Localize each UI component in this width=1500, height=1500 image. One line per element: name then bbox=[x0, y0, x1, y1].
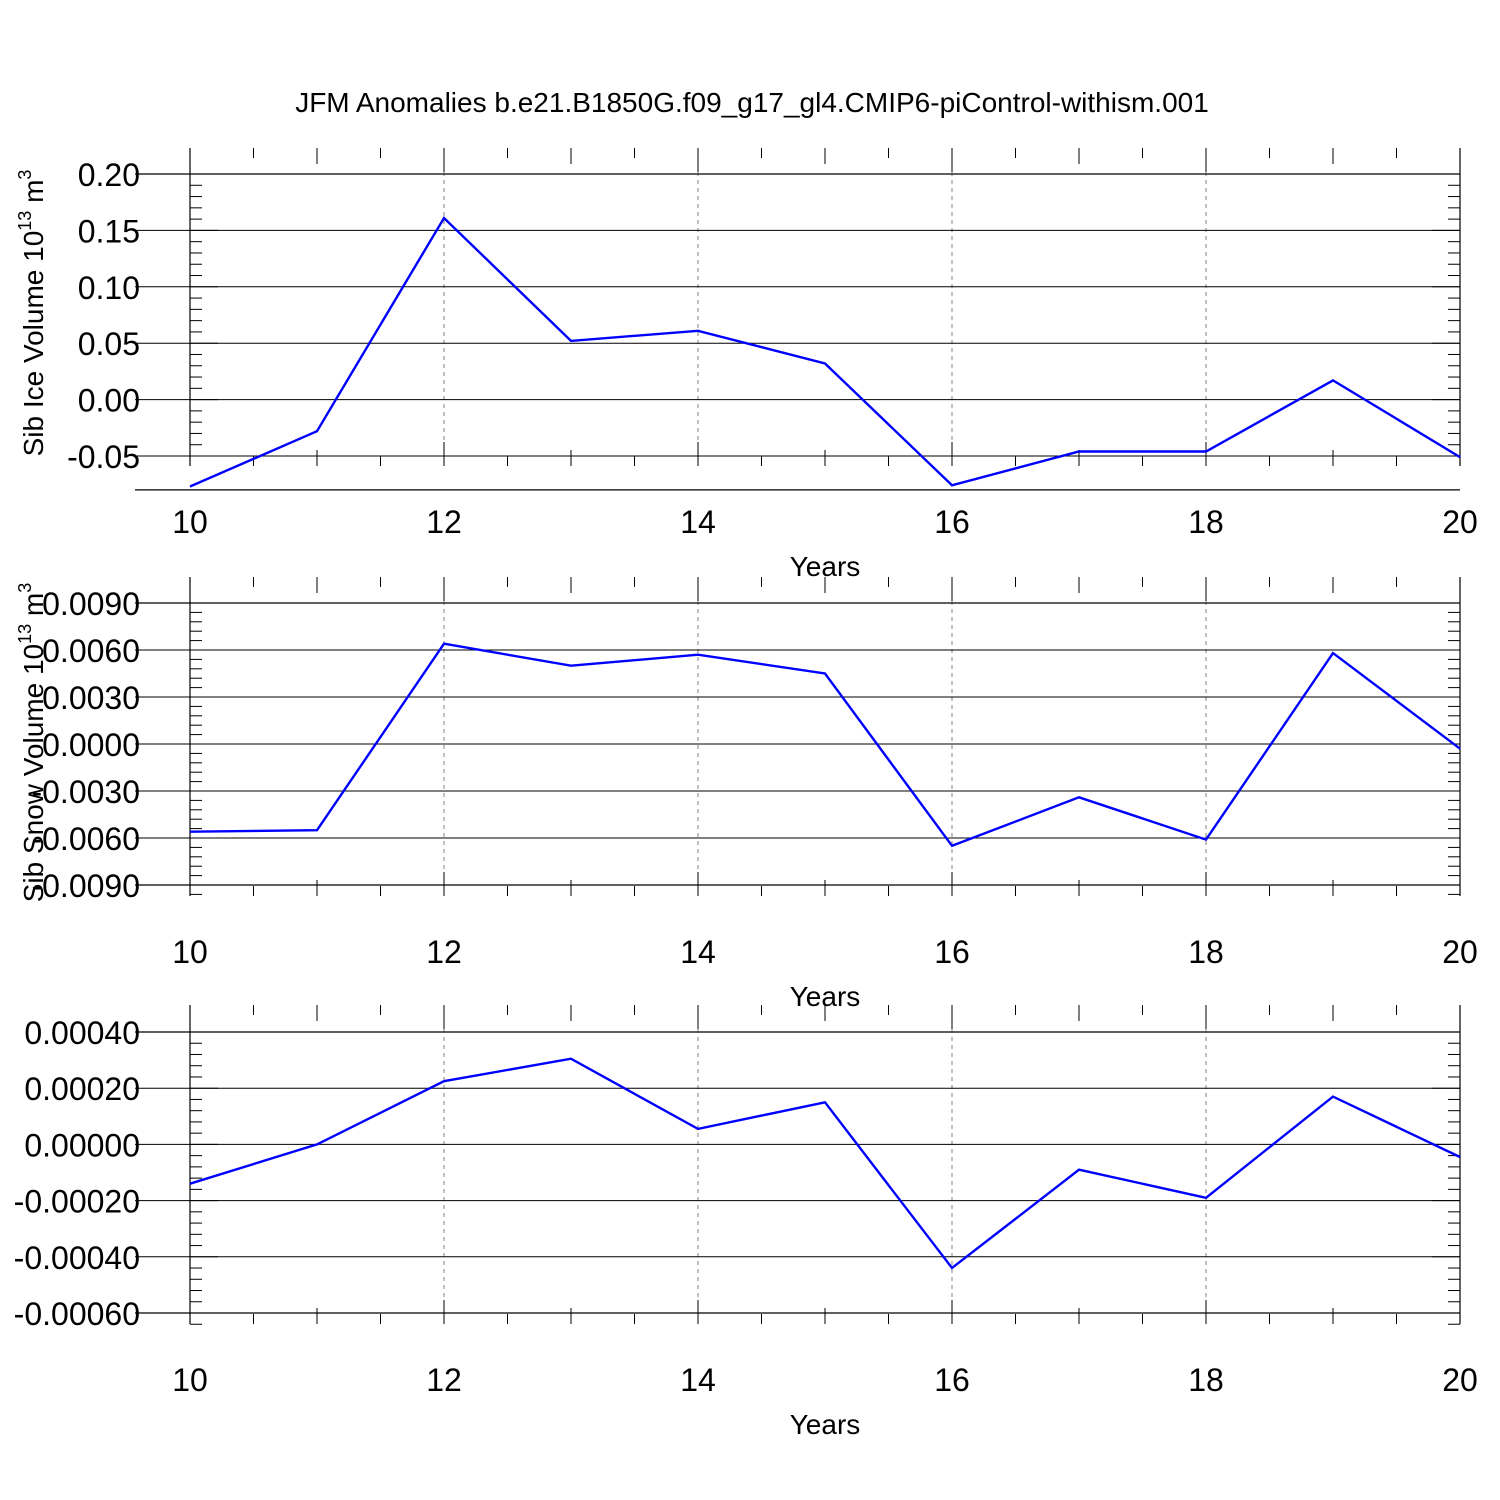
x-tick-label: 16 bbox=[934, 504, 970, 540]
y-tick-label: -0.05 bbox=[67, 439, 140, 475]
x-tick-label: 16 bbox=[934, 934, 970, 970]
y-axis-label-main: Sib Snow Volume 10 bbox=[18, 644, 49, 902]
chart-panel-3: -0.00060 -0.00040 -0.00020 0.00000 0.00020 0.… bbox=[14, 1005, 1478, 1440]
y-axis-label-main: Sib Ice Volume 10 bbox=[18, 231, 49, 457]
y-tick-label: 0.15 bbox=[78, 213, 140, 249]
y-tick-label: -0.00060 bbox=[14, 1296, 140, 1332]
y-tick-label: 0.0090 bbox=[42, 586, 140, 622]
data-line bbox=[189, 642, 1461, 848]
y-tick-label: -0.00020 bbox=[14, 1184, 140, 1220]
x-tick-label: 14 bbox=[680, 504, 716, 540]
x-tick-label: 10 bbox=[172, 934, 208, 970]
x-tick-label: 18 bbox=[1188, 504, 1224, 540]
x-tick-label: 14 bbox=[680, 1362, 716, 1398]
y-tick-label: 0.10 bbox=[78, 270, 140, 306]
y-axis-label-exponent: 13 bbox=[15, 624, 35, 644]
x-tick-label: 10 bbox=[172, 504, 208, 540]
y-axis-label-unit-exponent: 3 bbox=[15, 170, 35, 180]
x-tick-label: 12 bbox=[426, 934, 462, 970]
y-tick-label: 0.0060 bbox=[42, 633, 140, 669]
x-tick-label: 14 bbox=[680, 934, 716, 970]
data-line bbox=[189, 1057, 1461, 1270]
y-tick-label: -0.0090 bbox=[31, 868, 140, 904]
x-axis-label: Years bbox=[790, 551, 861, 582]
x-tick-label: 16 bbox=[934, 1362, 970, 1398]
x-tick-label: 20 bbox=[1442, 504, 1478, 540]
x-tick-label: 18 bbox=[1188, 1362, 1224, 1398]
y-axis-label-unit-exponent: 3 bbox=[15, 583, 35, 593]
data-line bbox=[189, 216, 1461, 488]
x-axis-label: Years bbox=[790, 1409, 861, 1440]
y-axis-label-unit: m bbox=[18, 593, 49, 624]
y-tick-label: 0.00 bbox=[78, 383, 140, 419]
y-axis-label: Sib Ice Volume 1013 m3 bbox=[15, 170, 49, 457]
y-tick-label: 0.0030 bbox=[42, 680, 140, 716]
y-tick-label: 0.00000 bbox=[24, 1127, 140, 1163]
x-tick-label: 10 bbox=[172, 1362, 208, 1398]
figure-title: JFM Anomalies b.e21.B1850G.f09_g17_gl4.C… bbox=[295, 87, 1209, 118]
panels: -0.05 0.00 0.05 0.10 0.15 0.20 10 12 14 16 18 20 Yea… bbox=[14, 148, 1478, 1440]
x-tick-label: 18 bbox=[1188, 934, 1224, 970]
y-tick-label: 0.05 bbox=[78, 326, 140, 362]
chart-panel-1: -0.05 0.00 0.05 0.10 0.15 0.20 10 12 14 16 18 20 Yea… bbox=[15, 148, 1478, 582]
y-axis-label: Sib Snow Volume 1013 m3 bbox=[15, 583, 49, 903]
y-axis-label-unit: m bbox=[18, 180, 49, 211]
x-tick-label: 20 bbox=[1442, 934, 1478, 970]
y-tick-label: -0.0060 bbox=[31, 821, 140, 857]
x-tick-label: 20 bbox=[1442, 1362, 1478, 1398]
y-axis-label-exponent: 13 bbox=[15, 211, 35, 231]
y-tick-label: 0.0000 bbox=[42, 727, 140, 763]
y-tick-label: -0.0030 bbox=[31, 774, 140, 810]
x-tick-label: 12 bbox=[426, 1362, 462, 1398]
y-tick-label: 0.00040 bbox=[24, 1015, 140, 1051]
x-tick-label: 12 bbox=[426, 504, 462, 540]
y-tick-label: -0.00040 bbox=[14, 1240, 140, 1276]
y-tick-label: 0.20 bbox=[78, 157, 140, 193]
y-tick-label: 0.00020 bbox=[24, 1071, 140, 1107]
chart-panel-2: -0.0090 -0.0060 -0.0030 0.0000 0.0030 0.0060 0… bbox=[15, 577, 1478, 1012]
